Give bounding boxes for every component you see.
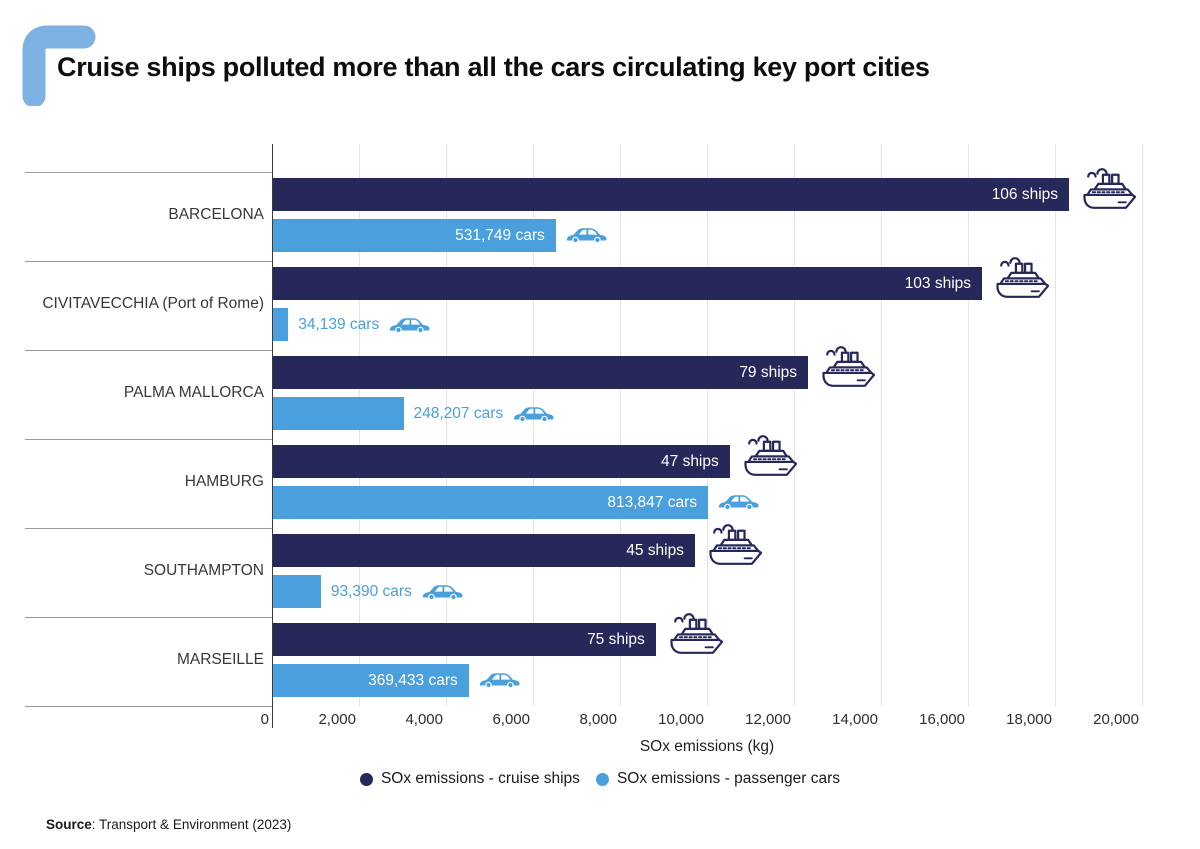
cruise-ships-bar-label: 79 ships <box>739 363 798 381</box>
legend-item-passenger-cars: SOx emissions - passenger cars <box>595 770 841 788</box>
x-tick-label: 18,000 <box>1006 711 1052 728</box>
cruise-ship-icon <box>992 255 1050 300</box>
legend-dot-cruise-ships <box>359 772 373 786</box>
cruise-ships-bar-label: 75 ships <box>587 630 645 648</box>
city-label: HAMBURG <box>184 473 264 490</box>
x-tick-label: 14,000 <box>832 711 878 728</box>
legend-label-cruise-ships: SOx emissions - cruise ships <box>380 770 580 787</box>
legend: SOx emissions - cruise ships SOx emissio… <box>0 770 1200 788</box>
gridline <box>794 144 795 706</box>
legend-dot-passenger-cars <box>595 772 609 786</box>
passenger-cars-outside-label: 34,139 cars <box>298 308 430 341</box>
x-tick-label: 0 <box>260 711 269 728</box>
x-tick-label: 12,000 <box>745 711 791 728</box>
cruise-ships-bar: 106 ships <box>273 178 1070 211</box>
car-icon <box>717 493 759 511</box>
source-note: Source: Transport & Environment (2023) <box>46 817 291 832</box>
passenger-cars-bar-label: 531,749 cars <box>455 226 545 244</box>
row-separator-line <box>25 261 272 262</box>
passenger-cars-bar: 369,433 cars <box>273 664 469 697</box>
car-icon <box>421 583 463 601</box>
cruise-ships-bar: 45 ships <box>273 534 695 567</box>
passenger-cars-bar <box>273 575 321 608</box>
car-icon <box>388 316 430 334</box>
cruise-ships-bar: 75 ships <box>273 623 656 656</box>
row-separator-line <box>25 172 272 173</box>
gridline <box>620 144 621 706</box>
car-icon <box>478 671 520 689</box>
city-label: MARSEILLE <box>176 651 264 668</box>
passenger-cars-bar-label: 34,139 cars <box>298 315 380 333</box>
x-tick-label: 8,000 <box>579 711 617 728</box>
cruise-ship-icon <box>818 344 876 389</box>
city-label: PALMA MALLORCA <box>123 384 264 401</box>
row-separator-line <box>25 528 272 529</box>
row-separator-line <box>25 706 272 707</box>
passenger-cars-bar-label: 248,207 cars <box>413 404 504 422</box>
chart-title: Cruise ships polluted more than all the … <box>57 52 930 82</box>
y-axis-line <box>272 144 273 728</box>
gridline <box>533 144 534 706</box>
cruise-ships-bar-label: 103 ships <box>904 274 972 292</box>
city-label: SOUTHAMPTON <box>143 562 264 579</box>
x-tick-label: 4,000 <box>405 711 443 728</box>
passenger-cars-bar-label: 369,433 cars <box>368 671 458 689</box>
source-text: : Transport & Environment (2023) <box>91 817 292 832</box>
source-prefix: Source <box>46 817 92 832</box>
legend-label-passenger-cars: SOx emissions - passenger cars <box>616 770 841 787</box>
legend-item-cruise-ships: SOx emissions - cruise ships <box>359 770 580 788</box>
cruise-ships-bar-label: 45 ships <box>626 541 684 559</box>
row-separator-line <box>25 439 272 440</box>
cruise-ships-bar: 47 ships <box>273 445 730 478</box>
row-separator-line <box>25 350 272 351</box>
cruise-ship-icon <box>705 522 763 567</box>
x-axis-label: SOx emissions (kg) <box>639 738 775 755</box>
passenger-cars-bar: 531,749 cars <box>273 219 556 252</box>
cruise-ship-icon <box>1079 166 1137 211</box>
gridline <box>881 144 882 706</box>
cruise-ships-bar-label: 47 ships <box>661 452 719 470</box>
gridline <box>446 144 447 706</box>
x-tick-label: 10,000 <box>658 711 704 728</box>
passenger-cars-bar <box>273 308 289 341</box>
x-tick-label: 2,000 <box>318 711 356 728</box>
brand-corner-icon <box>20 24 96 111</box>
x-tick-label: 20,000 <box>1093 711 1139 728</box>
x-tick-label: 6,000 <box>492 711 530 728</box>
gridline <box>1142 144 1143 706</box>
passenger-cars-outside-label: 93,390 cars <box>331 575 463 608</box>
gridline <box>968 144 969 706</box>
row-separator-line <box>25 617 272 618</box>
city-label: BARCELONA <box>168 206 264 223</box>
passenger-cars-bar-label: 813,847 cars <box>607 493 697 511</box>
car-icon <box>565 226 607 244</box>
city-label: CIVITAVECCHIA (Port of Rome) <box>42 295 264 312</box>
cruise-ship-icon <box>666 611 723 656</box>
gridline <box>707 144 708 706</box>
passenger-cars-bar <box>273 397 404 430</box>
car-icon <box>512 405 554 423</box>
cruise-ships-bar: 79 ships <box>273 356 809 389</box>
cruise-ships-bar-label: 106 ships <box>991 185 1059 203</box>
passenger-cars-bar-label: 93,390 cars <box>330 582 412 600</box>
passenger-cars-bar: 813,847 cars <box>273 486 708 519</box>
cruise-ship-icon <box>740 433 797 478</box>
gridline <box>1055 144 1056 706</box>
passenger-cars-outside-label: 248,207 cars <box>414 397 555 430</box>
x-tick-label: 16,000 <box>919 711 965 728</box>
cruise-ships-bar: 103 ships <box>273 267 983 300</box>
